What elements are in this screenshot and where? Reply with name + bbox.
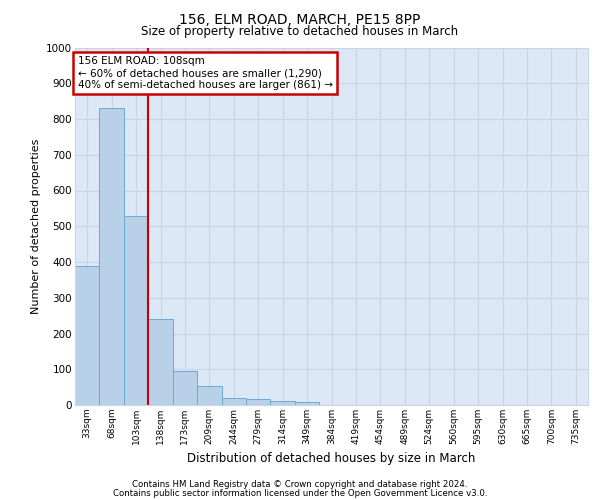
X-axis label: Distribution of detached houses by size in March: Distribution of detached houses by size … — [187, 452, 476, 466]
Bar — [173, 371, 197, 405]
Bar — [124, 216, 148, 405]
Bar — [197, 386, 221, 405]
Text: Contains public sector information licensed under the Open Government Licence v3: Contains public sector information licen… — [113, 488, 487, 498]
Text: 156 ELM ROAD: 108sqm
← 60% of detached houses are smaller (1,290)
40% of semi-de: 156 ELM ROAD: 108sqm ← 60% of detached h… — [77, 56, 332, 90]
Bar — [295, 402, 319, 405]
Bar — [75, 266, 100, 405]
Text: Size of property relative to detached houses in March: Size of property relative to detached ho… — [142, 25, 458, 38]
Y-axis label: Number of detached properties: Number of detached properties — [31, 138, 41, 314]
Bar — [221, 398, 246, 405]
Bar — [246, 398, 271, 405]
Text: 156, ELM ROAD, MARCH, PE15 8PP: 156, ELM ROAD, MARCH, PE15 8PP — [179, 12, 421, 26]
Text: Contains HM Land Registry data © Crown copyright and database right 2024.: Contains HM Land Registry data © Crown c… — [132, 480, 468, 489]
Bar — [148, 319, 173, 405]
Bar — [100, 108, 124, 405]
Bar — [271, 400, 295, 405]
